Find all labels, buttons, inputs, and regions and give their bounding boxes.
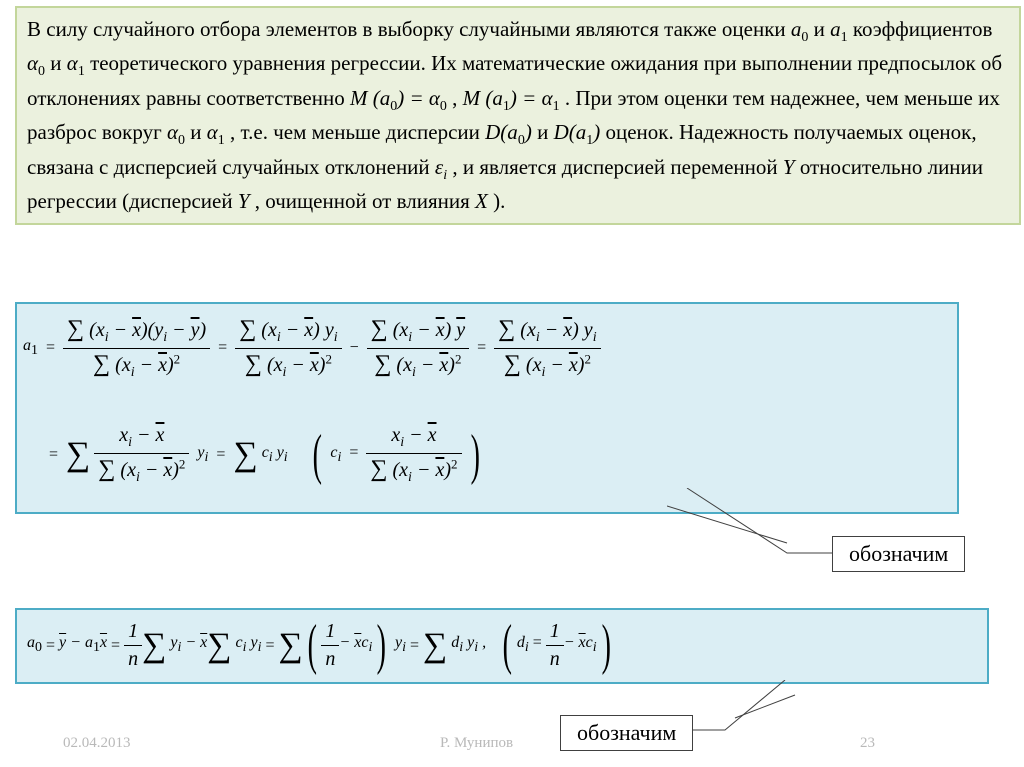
var-alpha1: α	[67, 51, 78, 75]
callout-label-2: обозначим	[560, 715, 693, 751]
intro-paragraph: В силу случайного отбора элементов в выб…	[15, 6, 1021, 225]
footer-page: 23	[860, 735, 875, 752]
formula-a1: a1 = ∑ (xi − x)(yi − y) ∑ (xi − x)2 = ∑ …	[15, 302, 959, 514]
text: В силу случайного отбора элементов в выб…	[27, 17, 791, 41]
footer-author: Р. Мунипов	[440, 735, 513, 752]
callout-line-1	[667, 488, 837, 558]
formula-a0: a0 = y − a1x = 1 n ∑ yi − x ∑ ci yi = ∑ …	[15, 608, 989, 684]
footer-date: 02.04.2013	[63, 735, 131, 752]
callout-label-1: обозначим	[832, 536, 965, 572]
var-a0: a	[791, 17, 802, 41]
var-alpha0: α	[27, 51, 38, 75]
var-a1: a	[830, 17, 841, 41]
